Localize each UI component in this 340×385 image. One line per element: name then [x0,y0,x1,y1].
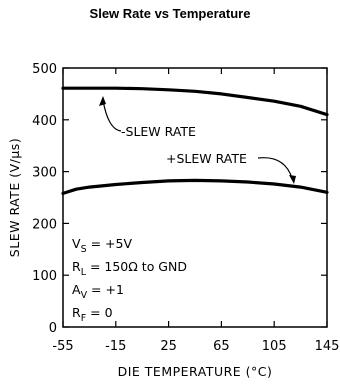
test-condition: RF = 0 [72,305,113,324]
series-layer [61,86,329,195]
y-tick-label: 100 [32,269,57,284]
test-condition: AV = +1 [72,282,124,301]
test-condition: RL = 150Ω to GND [72,259,187,278]
y-axis-ticks: 0 100 200 300 400 500 [32,62,327,336]
x-tick-label: -15 [105,339,126,354]
neg-slew-rate-line [61,86,329,117]
pos-slew-rate-arrowhead [289,175,296,184]
y-tick-label: 500 [32,62,57,77]
y-tick-label: 0 [49,321,57,336]
pos-slew-rate-line [61,178,329,195]
x-tick-label: -55 [52,339,73,354]
y-tick-label: 300 [32,166,57,181]
x-axis-label: DIE TEMPERATURE (°C) [118,364,273,379]
x-axis-ticks: -55 -15 25 65 105 145 [52,68,339,354]
x-tick-label: 25 [160,339,177,354]
pos-slew-rate-leader [257,157,293,179]
chart-title: Slew Rate vs Temperature [89,6,251,21]
y-axis-label: SLEW RATE (V/μs) [7,138,22,257]
y-tick-label: 200 [32,217,57,232]
test-condition: VS = +5V [72,236,132,255]
annotations: -SLEW RATE +SLEW RATE VS = +5V RL = 150Ω to… [72,96,296,324]
neg-slew-rate-arrowhead [99,96,106,106]
neg-slew-rate-label: -SLEW RATE [121,124,196,139]
x-tick-label: 105 [262,339,287,354]
y-tick-label: 400 [32,114,57,129]
neg-slew-rate-leader [102,99,122,132]
pos-slew-rate-label: +SLEW RATE [166,151,247,166]
x-tick-label: 65 [213,339,230,354]
plot-frame [62,67,328,328]
x-tick-label: 145 [315,339,340,354]
